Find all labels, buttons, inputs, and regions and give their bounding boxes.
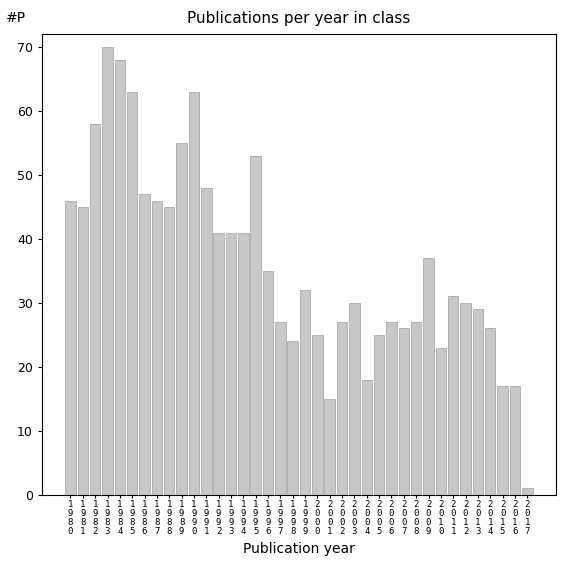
- Bar: [251, 156, 261, 495]
- Bar: [435, 348, 446, 495]
- Bar: [399, 328, 409, 495]
- Bar: [374, 335, 384, 495]
- Title: Publications per year in class: Publications per year in class: [187, 11, 411, 26]
- Bar: [263, 271, 273, 495]
- Bar: [238, 232, 248, 495]
- Bar: [115, 60, 125, 495]
- Bar: [102, 47, 113, 495]
- Bar: [139, 194, 150, 495]
- Bar: [337, 322, 348, 495]
- Bar: [423, 258, 434, 495]
- Bar: [176, 143, 187, 495]
- Bar: [386, 322, 397, 495]
- Bar: [189, 92, 199, 495]
- Bar: [127, 92, 137, 495]
- Bar: [497, 386, 508, 495]
- Bar: [448, 297, 459, 495]
- Bar: [226, 232, 236, 495]
- Bar: [349, 303, 359, 495]
- Bar: [201, 188, 211, 495]
- Bar: [90, 124, 100, 495]
- Bar: [411, 322, 421, 495]
- Text: #P: #P: [6, 11, 26, 25]
- X-axis label: Publication year: Publication year: [243, 542, 355, 556]
- Bar: [287, 341, 298, 495]
- Bar: [324, 399, 335, 495]
- Bar: [522, 488, 532, 495]
- Bar: [473, 309, 483, 495]
- Bar: [151, 201, 162, 495]
- Bar: [460, 303, 471, 495]
- Bar: [300, 290, 310, 495]
- Bar: [312, 335, 323, 495]
- Bar: [65, 201, 76, 495]
- Bar: [78, 207, 88, 495]
- Bar: [275, 322, 286, 495]
- Bar: [362, 380, 372, 495]
- Bar: [485, 328, 496, 495]
- Bar: [213, 232, 224, 495]
- Bar: [510, 386, 520, 495]
- Bar: [164, 207, 175, 495]
